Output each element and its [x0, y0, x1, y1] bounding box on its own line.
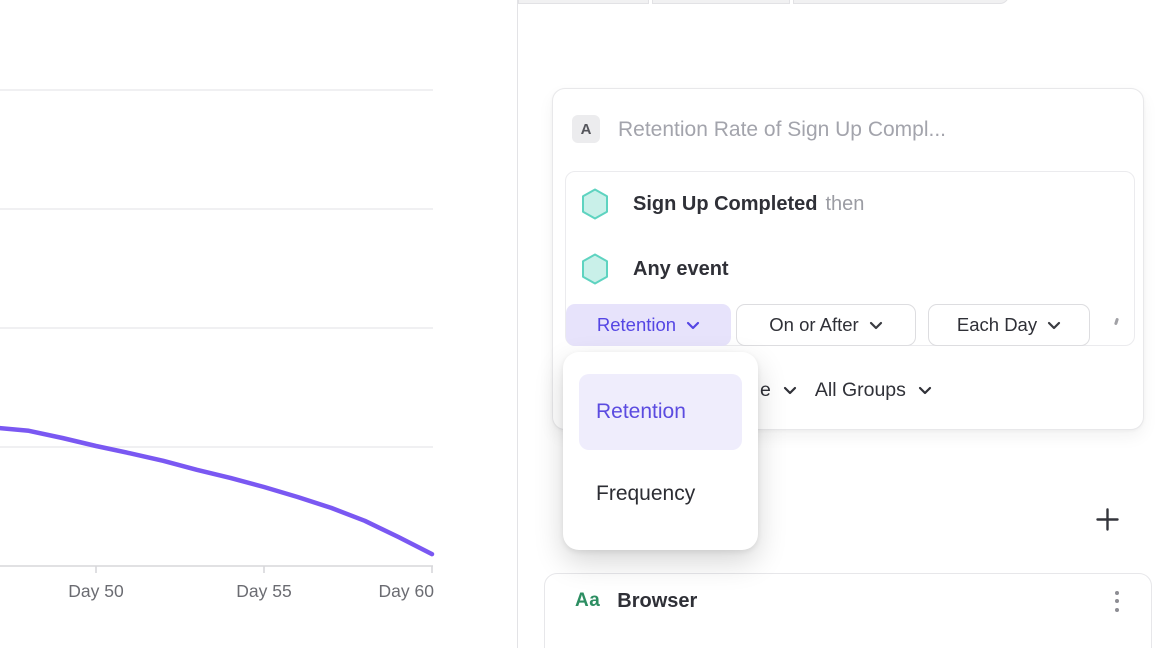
plus-icon	[1095, 507, 1119, 531]
measurement-type-menu: Retention Frequency	[563, 352, 758, 550]
event-suffix-then: then	[825, 192, 865, 215]
clipped-tab[interactable]	[793, 0, 1009, 4]
x-axis-tick-label: Day 60	[379, 581, 435, 601]
groups-row: e All Groups	[760, 369, 938, 411]
event-hexagon-icon	[582, 253, 608, 285]
event-hexagon-icon	[582, 188, 608, 220]
on-or-after-dropdown[interactable]: On or After	[736, 304, 916, 346]
metric-label-badge: A	[572, 115, 600, 143]
event-name[interactable]: Any event	[633, 257, 729, 280]
retention-series-line	[0, 425, 435, 557]
property-type-tag: Aa	[575, 590, 601, 611]
retention-chart-region: Day 50 Day 55 Day 60	[0, 0, 517, 648]
event-name[interactable]: Sign Up Completed	[633, 192, 818, 215]
retention-line-chart: Day 50 Day 55 Day 60	[0, 89, 435, 601]
clipped-tab[interactable]	[518, 0, 649, 4]
query-builder-panel: A Retention Rate of Sign Up Compl... Sig…	[517, 0, 1172, 648]
dropdown-value: On or After	[769, 314, 859, 335]
all-groups-dropdown[interactable]: All Groups	[814, 378, 906, 401]
breakdown-card: Aa Browser	[544, 573, 1152, 648]
events-card: Sign Up Completed then Any event Retenti…	[565, 171, 1135, 346]
metric-title-input[interactable]: Retention Rate of Sign Up Compl...	[618, 118, 947, 141]
event-row[interactable]: Any event	[581, 253, 729, 285]
dropdown-value: Each Day	[956, 314, 1038, 335]
chevron-down-icon	[918, 386, 932, 395]
dropdown-value: Retention	[596, 314, 677, 335]
chevron-down-icon	[869, 321, 883, 330]
event-row[interactable]: Sign Up Completed then	[581, 188, 864, 220]
clipped-dropdown-fragment[interactable]: e	[760, 378, 771, 401]
x-axis-tick-label: Day 50	[68, 581, 124, 601]
kebab-menu-icon[interactable]	[1109, 587, 1125, 616]
x-axis-tick-label: Day 55	[236, 581, 291, 601]
chevron-down-icon	[783, 386, 797, 395]
menu-item-frequency[interactable]: Frequency	[596, 482, 696, 505]
interval-dropdown[interactable]: Each Day	[928, 304, 1090, 346]
measurement-controls-row: Retention On or After Each Day	[566, 304, 1136, 346]
chevron-down-icon	[1047, 321, 1061, 330]
clipped-tab[interactable]	[652, 0, 790, 4]
breakdown-property-name[interactable]: Browser	[617, 589, 698, 612]
clipped-ui-fragment	[1113, 317, 1120, 326]
chevron-down-icon	[686, 321, 700, 330]
menu-item-retention[interactable]: Retention	[579, 374, 742, 450]
measurement-type-dropdown[interactable]: Retention	[566, 304, 731, 346]
add-metric-button[interactable]	[1089, 501, 1125, 537]
